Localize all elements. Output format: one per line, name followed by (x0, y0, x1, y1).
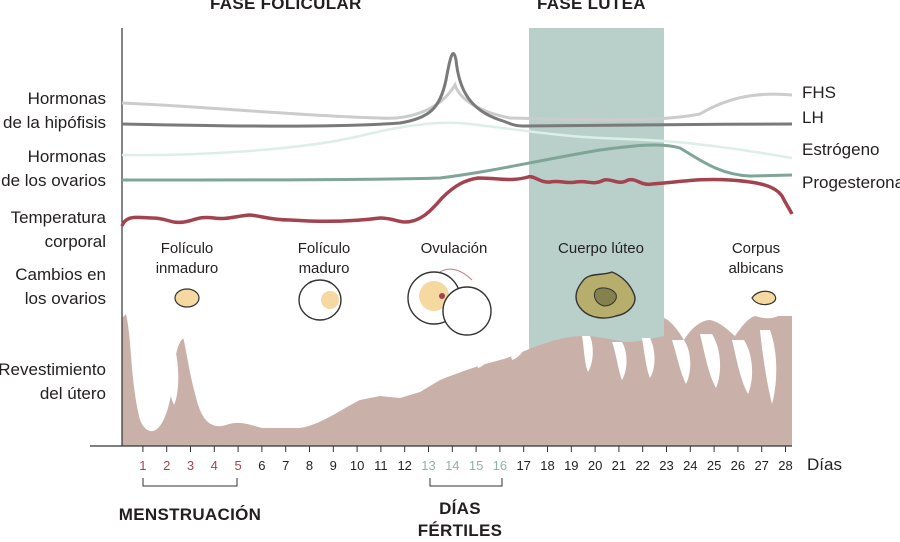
day-label-1: 1 (139, 458, 146, 473)
corpus-luteum-shape (575, 271, 636, 319)
day-label-13: 13 (421, 458, 435, 473)
corpus-albicans-shape (751, 290, 777, 306)
day-label-16: 16 (493, 458, 507, 473)
fertile-days-label: DÍAS FÉRTILES (417, 499, 503, 540)
day-label-15: 15 (469, 458, 483, 473)
label-corpus-luteum: Cuerpo lúteo (558, 240, 644, 257)
day-label-25: 25 (707, 458, 721, 473)
x-axis-ticks (142, 446, 786, 452)
day-label-26: 26 (731, 458, 745, 473)
estrogen-curve (121, 121, 793, 160)
day-label-2: 2 (163, 458, 170, 473)
label-uterine-lining: Revestimiento del útero (0, 360, 106, 403)
day-label-4: 4 (211, 458, 218, 473)
menstruation-label: MENSTRUACIÓN (118, 505, 262, 524)
x-axis-day-labels: 1 2 3 4 5 6 7 8 9 10 11 12 13 14 15 16 17 18 19 20 21 22 23 24 2… (139, 458, 792, 473)
days-unit-label: Días (807, 455, 842, 474)
menstruation-bracket (142, 478, 238, 487)
luteal-phase-band (529, 28, 664, 394)
day-label-7: 7 (282, 458, 289, 473)
day-label-21: 21 (612, 458, 626, 473)
day-label-11: 11 (374, 458, 388, 473)
day-label-6: 6 (258, 458, 265, 473)
label-ovulation: Ovulación (420, 240, 488, 257)
day-label-19: 19 (564, 458, 578, 473)
label-lh: LH (802, 108, 824, 127)
label-estrogen: Estrógeno (802, 140, 880, 159)
immature-follicle (174, 288, 200, 308)
fertile-bracket (429, 478, 503, 487)
label-mature-follicle: Folículo maduro (297, 240, 351, 277)
label-ovarian-hormones: Hormonas de los ovarios (1, 147, 106, 190)
day-label-24: 24 (683, 458, 697, 473)
mature-follicle (298, 279, 342, 321)
progesterone-curve (121, 143, 793, 182)
luteal-phase-title: FASE LÚTEA (537, 0, 646, 13)
day-label-12: 12 (397, 458, 411, 473)
day-label-18: 18 (540, 458, 554, 473)
temperature-curve (120, 174, 794, 227)
label-body-temperature: Temperatura corporal (10, 208, 106, 251)
uterine-lining (122, 314, 792, 446)
label-pituitary-hormones: Hormonas de la hipófisis (2, 89, 106, 132)
day-label-14: 14 (445, 458, 459, 473)
day-label-8: 8 (306, 458, 313, 473)
follicular-phase-title: FASE FOLICULAR (210, 0, 362, 13)
day-label-27: 27 (754, 458, 768, 473)
day-label-5: 5 (234, 458, 241, 473)
label-immature-follicle: Folículo inmaduro (155, 240, 219, 277)
fsh-curve (121, 81, 793, 122)
label-ovary-changes: Cambios en los ovarios (15, 265, 106, 308)
day-label-3: 3 (187, 458, 194, 473)
day-label-20: 20 (588, 458, 602, 473)
label-corpus-albicans: Corpus albicans (728, 240, 784, 277)
day-label-9: 9 (330, 458, 337, 473)
day-label-23: 23 (659, 458, 673, 473)
lh-curve (121, 52, 793, 128)
label-fsh: FHS (802, 83, 836, 102)
ovulation-follicle (407, 268, 492, 336)
uterine-crypts (137, 325, 777, 408)
label-progesterone: Progesterona (802, 173, 900, 192)
day-label-28: 28 (778, 458, 792, 473)
day-label-22: 22 (635, 458, 649, 473)
day-label-10: 10 (350, 458, 364, 473)
day-label-17: 17 (516, 458, 530, 473)
